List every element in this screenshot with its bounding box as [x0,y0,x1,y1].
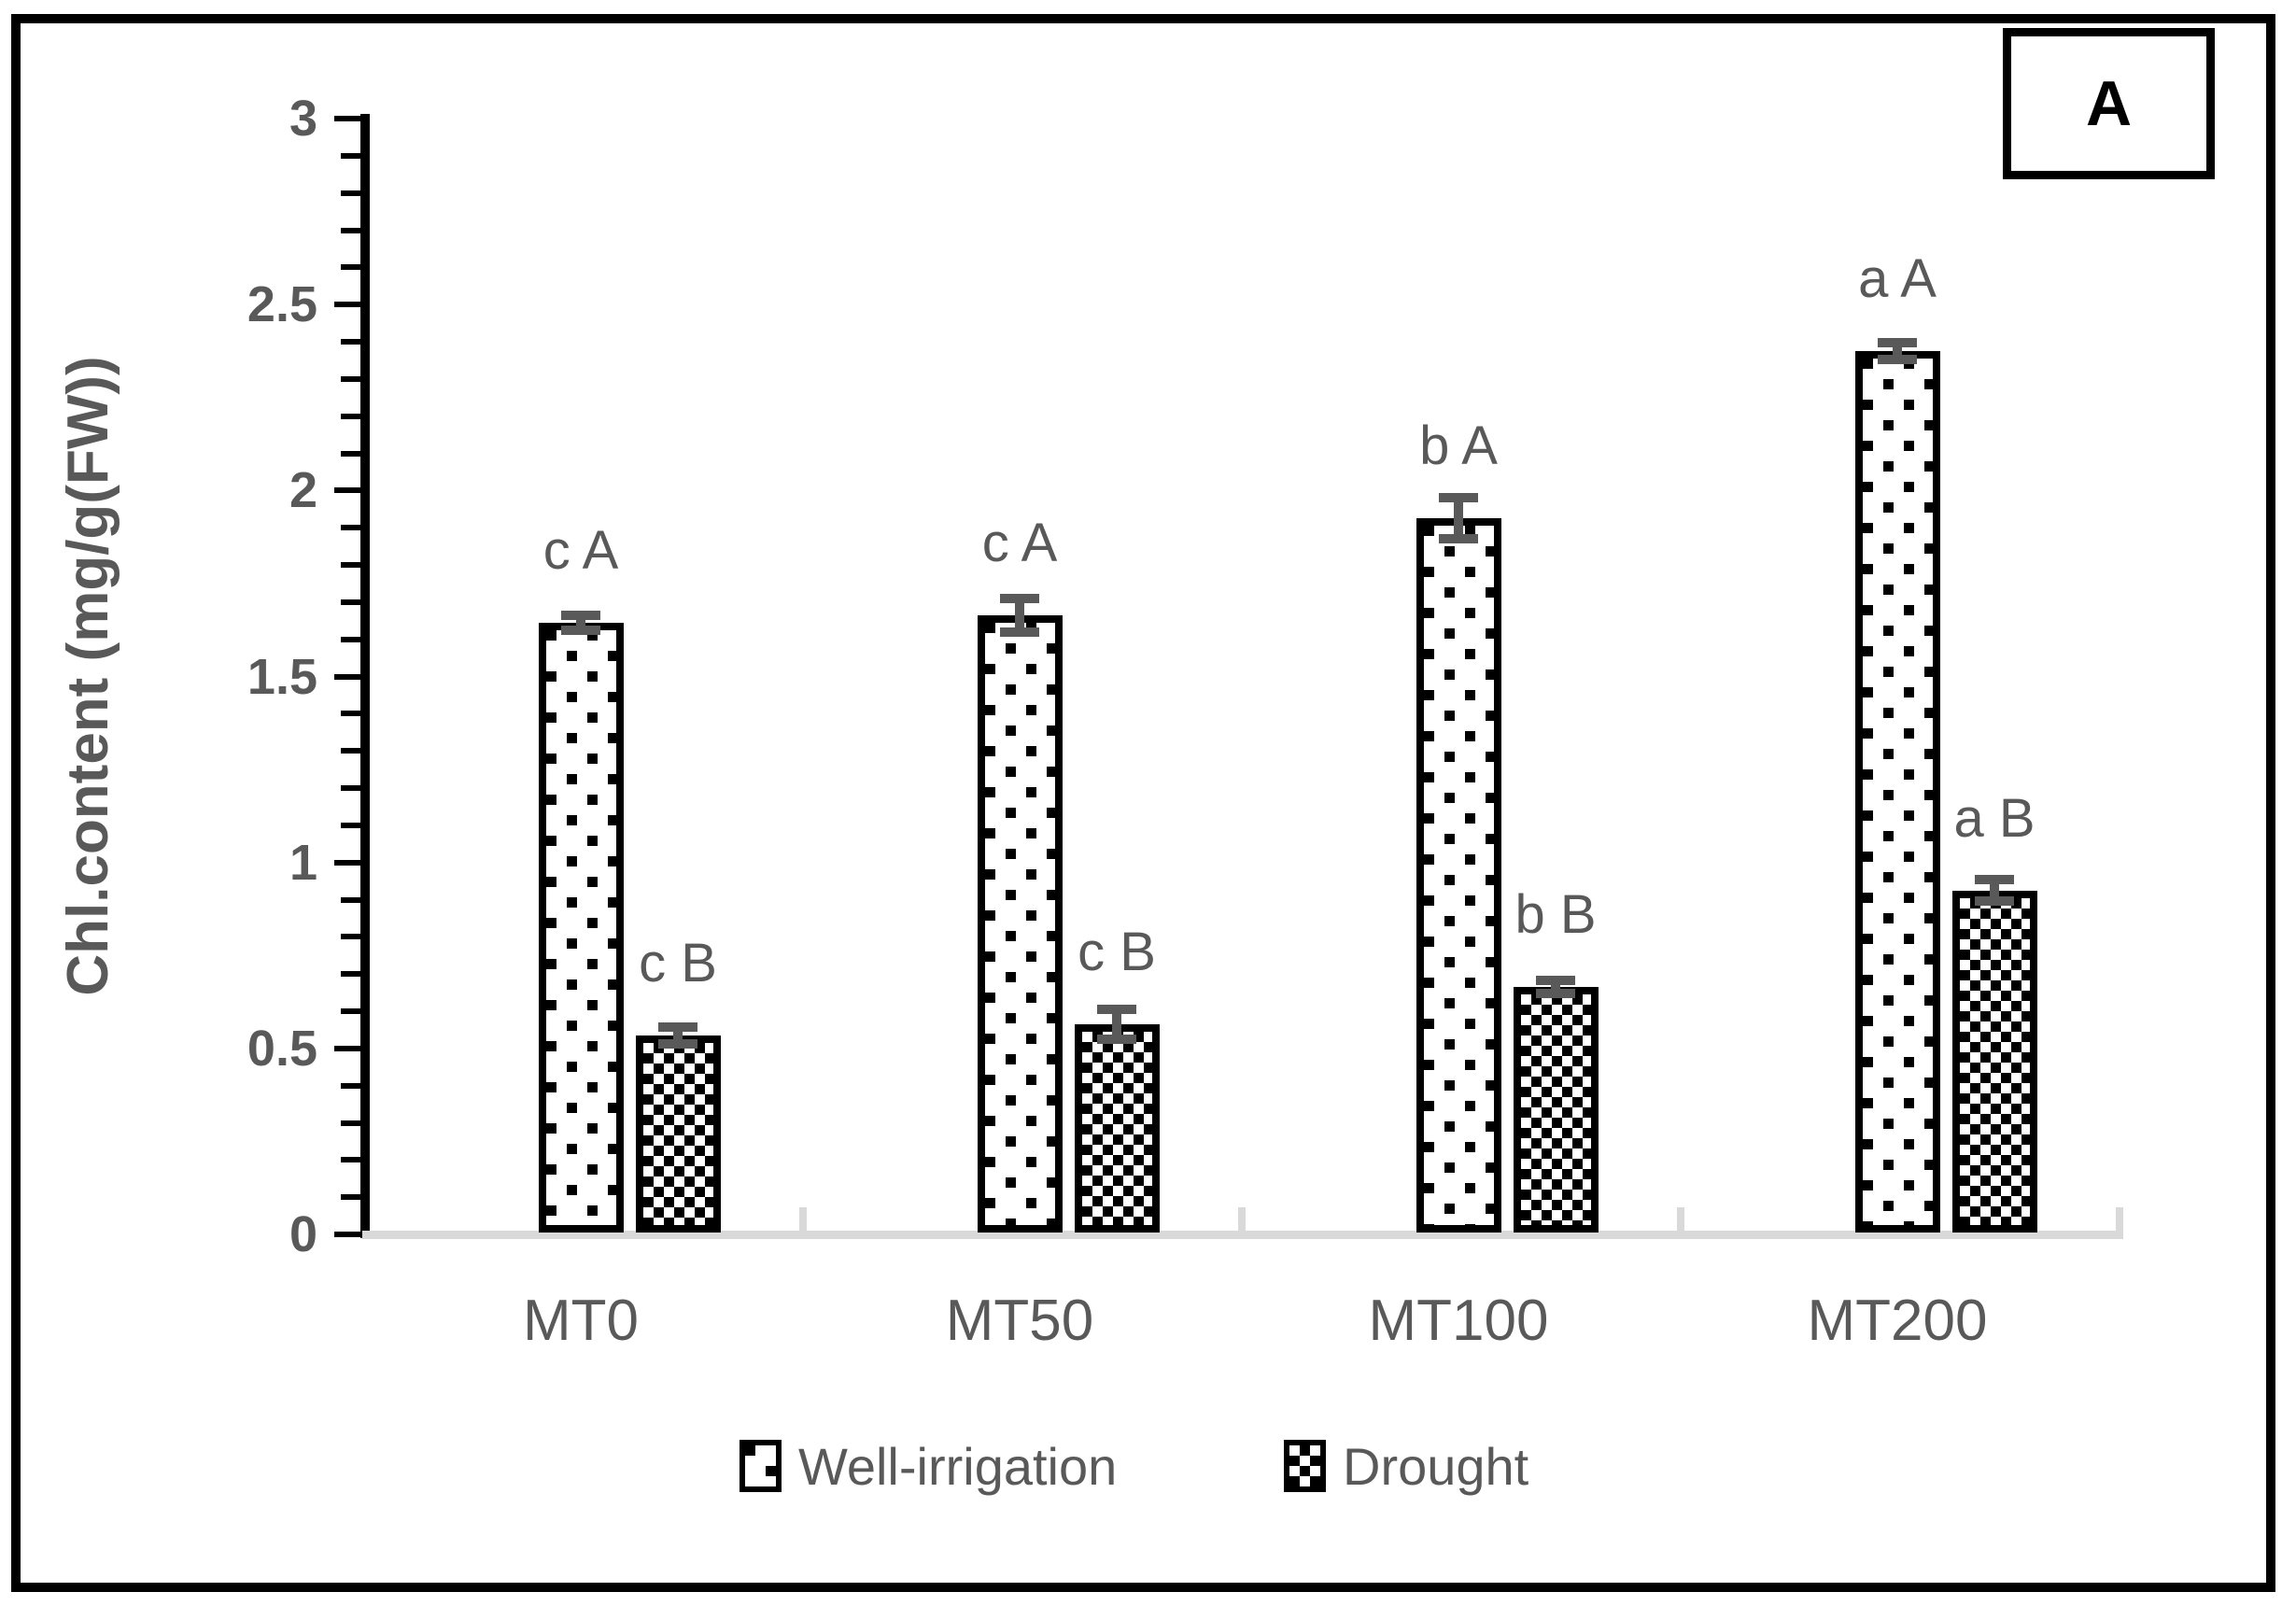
y-minor-tick [341,599,360,605]
y-minor-tick [341,934,360,940]
significance-label: c A [542,519,619,581]
category-label-mt100: MT100 [1368,1289,1549,1353]
category-boundary-tick [1238,1207,1246,1232]
y-minor-tick [341,1157,360,1163]
y-minor-tick [341,748,360,754]
panel-label-box: A [2003,28,2215,179]
bar-well-irrigation-mt100 [1416,518,1501,1233]
y-minor-tick [341,264,360,271]
legend-swatch-checker-icon [1284,1440,1326,1492]
error-bar [1536,975,1575,999]
y-minor-tick [341,1082,360,1089]
y-minor-tick [341,525,360,531]
significance-label: a B [1953,787,2035,849]
y-minor-tick [341,1194,360,1201]
bar-well-irrigation-mt50 [977,614,1063,1233]
y-major-tick [334,116,360,121]
y-major-tick [334,859,360,866]
y-tick-label: 1.5 [247,648,317,705]
y-minor-tick [341,711,360,717]
chart-outer-border [11,14,2275,1592]
bar-drought-mt200 [1951,890,2037,1233]
category-label-mt0: MT0 [523,1289,639,1353]
y-major-tick [334,487,360,494]
y-tick-label: 0.5 [247,1020,317,1077]
y-minor-tick [341,785,360,791]
bar-drought-mt0 [635,1035,721,1233]
legend-label-drought: Drought [1343,1436,1529,1496]
y-tick-label: 1 [289,834,317,891]
y-tick-label: 3 [289,91,317,147]
significance-label: b A [1419,416,1498,477]
panel-label: A [2085,68,2133,139]
error-bar [1878,338,1917,364]
category-label-mt50: MT50 [945,1289,1094,1353]
y-major-tick [334,673,360,680]
y-minor-tick [341,450,360,457]
y-tick-label: 2.5 [247,276,317,333]
y-tick-label: 2 [289,462,317,519]
bar-drought-mt50 [1074,1023,1160,1233]
category-boundary-tick [799,1207,807,1232]
significance-label: a A [1858,247,1937,309]
category-boundary-tick [1677,1207,1684,1232]
y-major-tick [334,1045,360,1051]
category-boundary-tick [2116,1207,2123,1232]
y-minor-tick [341,1120,360,1126]
y-minor-tick [341,227,360,233]
error-bar [1975,875,2014,906]
bar-well-irrigation-mt200 [1854,350,1940,1233]
y-minor-tick [341,562,360,568]
x-axis-baseline [362,1231,2123,1239]
y-major-tick [334,302,360,308]
bar-drought-mt100 [1513,987,1599,1233]
legend-swatch-dots-icon [740,1440,782,1492]
error-bar [561,610,600,635]
legend-item-well-irrigation: Well-irrigation [740,1436,1117,1496]
category-label-mt200: MT200 [1807,1289,1988,1353]
significance-label: c B [639,932,717,993]
y-major-tick [334,1232,360,1237]
y-axis-line [360,114,370,1238]
y-minor-tick [341,896,360,903]
legend-item-drought: Drought [1284,1436,1528,1496]
significance-label: c B [1078,921,1156,982]
significance-label: c A [981,512,1058,573]
y-minor-tick [341,152,360,159]
error-bar [1097,1005,1136,1044]
error-bar [658,1022,697,1049]
y-minor-tick [341,636,360,642]
y-tick-label: 0 [289,1206,317,1262]
y-minor-tick [341,822,360,828]
y-minor-tick [341,339,360,345]
error-bar [1439,493,1478,544]
y-minor-tick [341,375,360,382]
y-minor-tick [341,413,360,419]
significance-label: b B [1514,884,1597,946]
bar-well-irrigation-mt0 [538,622,624,1233]
legend-label-well-irrigation: Well-irrigation [798,1436,1118,1496]
y-minor-tick [341,190,360,196]
y-minor-tick [341,971,360,978]
y-minor-tick [341,1008,360,1014]
error-bar [1000,593,1039,637]
